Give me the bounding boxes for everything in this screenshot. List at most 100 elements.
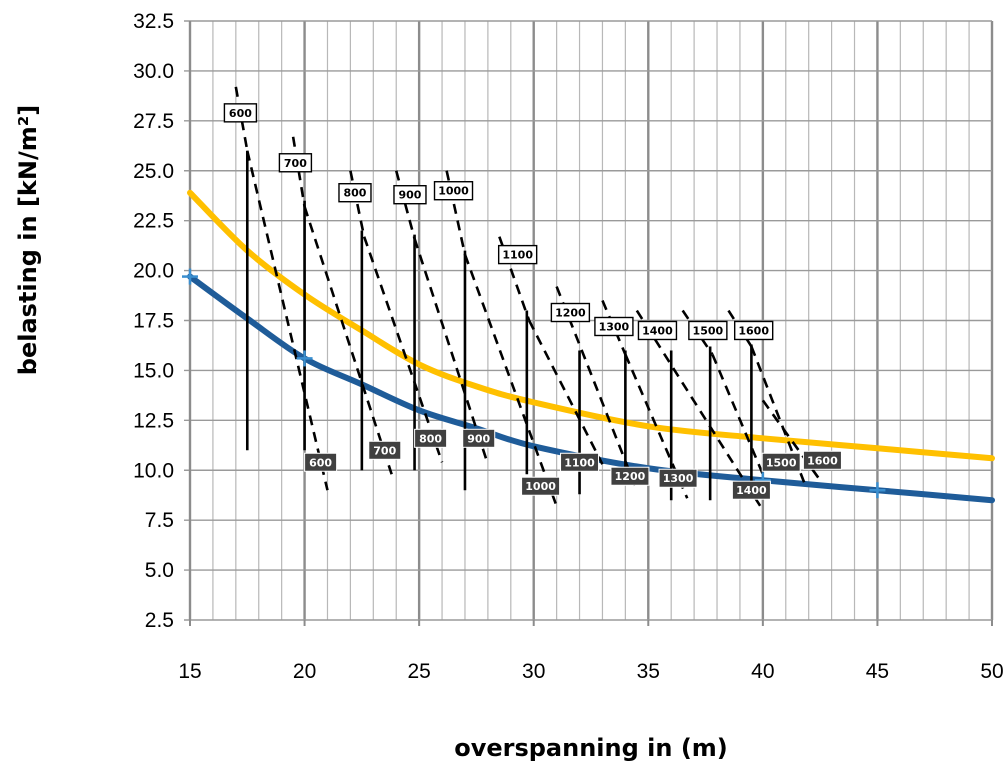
top-label: 1100 [497,244,538,265]
y-tick-label: 5.0 [145,559,174,582]
dashed-line [711,353,765,475]
y-tick-label: 15.0 [133,359,174,382]
bottom-label: 1200 [610,466,650,486]
label-box [223,103,258,123]
label-text: 1000 [525,480,556,493]
series-line-2 [187,273,995,504]
label-box [610,466,650,486]
dashed-line [246,150,329,491]
label-text: 700 [373,444,396,457]
label-text: 800 [419,432,442,445]
top-label: 700 [278,153,313,173]
bottom-label: 1400 [731,480,771,500]
bottom-label: 1300 [658,468,698,488]
label-text: 900 [398,189,421,202]
top-label: 1000 [433,181,474,201]
top-label: 600 [223,103,258,123]
label-text: 1100 [502,249,533,262]
y-tick-label: 20.0 [133,260,174,283]
x-tick-label: 25 [407,660,430,683]
label-box [414,428,448,448]
label-box [278,153,313,173]
label-text: 1600 [807,454,838,467]
label-text: 1100 [564,456,595,469]
bottom-label: 900 [462,428,496,448]
top-label: 900 [393,185,427,205]
label-box [658,468,698,488]
y-tick-label: 22.5 [133,210,174,233]
y-tick-label: 27.5 [133,110,174,133]
bottom-label: 1100 [560,452,600,472]
bottom-label: 600 [304,452,338,472]
dashed-line [362,236,444,463]
y-tick-label: 7.5 [145,509,174,532]
label-box [368,440,402,460]
marker [869,482,886,499]
bottom-label: 800 [414,428,448,448]
label-box [594,316,634,337]
label-text: 1400 [736,484,767,497]
top-label: 1200 [550,302,591,323]
x-tick-label: 30 [522,660,545,683]
label-text: 1000 [438,185,469,198]
x-tick-label: 40 [751,660,774,683]
label-text: 900 [467,432,490,445]
label-text: 800 [343,187,366,200]
label-text: 1300 [663,472,694,485]
dashed-line [303,206,393,475]
marker [296,350,313,367]
dashed-line [445,170,467,255]
bottom-label: 1500 [761,452,801,472]
top-label: 1500 [688,320,728,341]
label-box [433,181,474,201]
x-tick-label: 45 [866,660,889,683]
dashed-line [624,353,689,499]
label-text: 1500 [766,456,797,469]
top-label: 1600 [733,320,774,341]
label-box [560,452,600,472]
x-tick-label: 15 [178,660,201,683]
y-tick-label: 12.5 [133,409,174,432]
label-box [393,185,427,205]
dashed-line [463,254,558,507]
y-tick-label: 10.0 [133,459,174,482]
label-box [462,428,496,448]
label-box [550,302,591,323]
label-box [802,450,842,470]
y-tick-label: 30.0 [133,60,174,83]
dashed-line [527,319,604,465]
dashed-line [234,86,249,152]
y-tick-label: 17.5 [133,310,174,333]
label-box [304,452,338,472]
bottom-label: 1600 [802,450,842,470]
dashed-line [394,170,416,239]
label-box [497,244,538,265]
label-text: 600 [309,456,332,469]
label-box [521,476,561,496]
label-box [761,452,801,472]
label-box [733,320,774,341]
y-tick-label: 25.0 [133,160,174,183]
x-tick-label: 20 [293,660,316,683]
series-lines [187,189,995,504]
dashed-line [498,236,531,321]
x-tick-label: 35 [637,660,660,683]
label-text: 1200 [615,470,646,483]
label-text: 700 [284,157,307,170]
x-tick-label: 50 [980,660,1003,683]
dashed-line [413,238,490,465]
label-text: 1400 [642,324,673,337]
tick-labels: 2.5 5.0 7.5 10.0 12.5 15.0 17.5 20.0 22.5 25.0 27.… [133,10,1004,683]
span-labels: 600 700 800 900 1000 1100 1200 1300 1400 1500 1600… [223,103,842,500]
bottom-label: 1000 [521,476,561,496]
dashed-line [635,309,764,511]
top-label: 1300 [594,316,634,337]
label-box [637,320,678,341]
dashed-line [601,300,627,355]
x-axis-title: overspanning in (m) [454,734,728,762]
y-axis-title: belasting in [kN/m²] [14,105,42,375]
label-text: 600 [229,107,252,120]
y-tick-label: 32.5 [133,10,174,33]
series-line-1 [187,189,995,462]
